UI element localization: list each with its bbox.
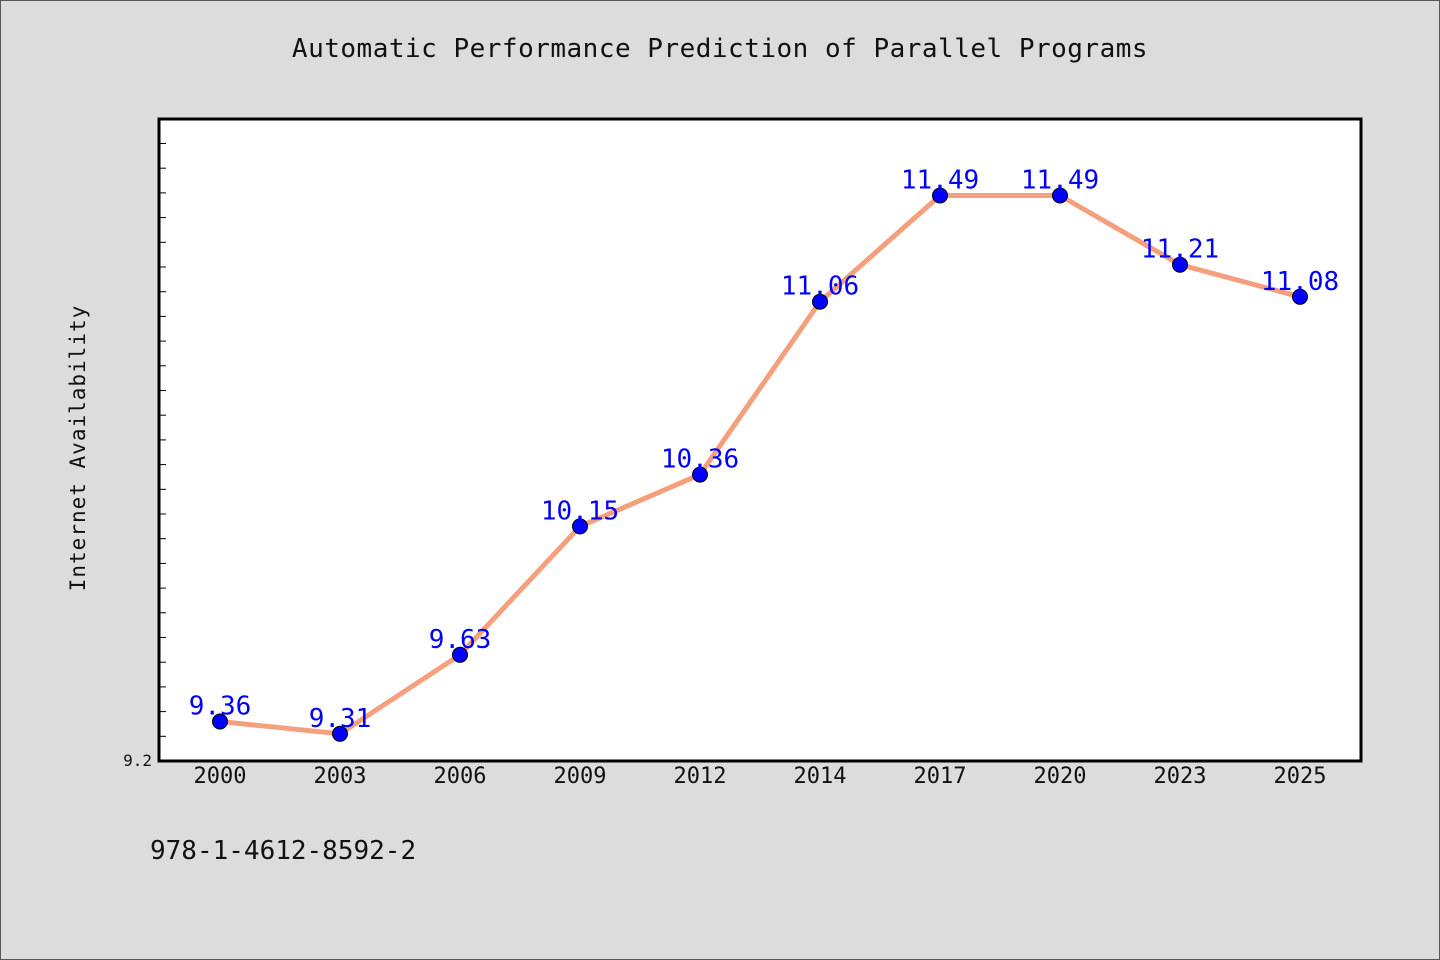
data-point xyxy=(1052,187,1068,204)
y-axis-ticks xyxy=(159,143,166,737)
y-min-tick-label: 9.2 xyxy=(123,751,152,770)
data-label: 11.08 xyxy=(1261,267,1339,297)
data-label: 10.36 xyxy=(661,445,739,475)
data-point xyxy=(812,293,828,310)
data-point xyxy=(1172,256,1188,273)
x-tick-label: 2014 xyxy=(794,764,847,789)
data-label: 10.15 xyxy=(541,496,619,526)
x-tick-label: 2009 xyxy=(554,764,607,789)
data-point xyxy=(692,466,708,483)
data-labels: 9.36 9.31 9.63 10.15 10.36 11.06 11.49 11.49 11.… xyxy=(189,166,1339,734)
series-line xyxy=(217,193,1303,737)
x-axis-ticks: 2000 2003 2006 2009 2012 2014 2017 2020 2023 2025 xyxy=(194,764,1327,789)
x-tick-label: 2003 xyxy=(314,764,367,789)
x-tick-label: 2023 xyxy=(1154,764,1207,789)
data-point xyxy=(1292,288,1308,305)
x-tick-label: 2025 xyxy=(1274,764,1327,789)
plot-area xyxy=(157,117,1363,763)
x-tick-label: 2012 xyxy=(674,764,727,789)
data-point xyxy=(212,713,228,730)
x-tick-label: 2000 xyxy=(194,764,247,789)
data-label: 9.31 xyxy=(309,704,372,734)
data-label: 11.49 xyxy=(1021,166,1099,196)
data-label: 9.63 xyxy=(429,625,492,655)
data-point xyxy=(332,725,348,742)
data-label: 11.21 xyxy=(1141,235,1219,265)
data-label: 11.06 xyxy=(781,272,859,302)
x-tick-label: 2017 xyxy=(914,764,967,789)
x-tick-label: 2020 xyxy=(1034,764,1087,789)
series-markers xyxy=(212,187,1308,742)
data-point xyxy=(572,518,588,535)
data-point xyxy=(932,187,948,204)
x-tick-label: 2006 xyxy=(434,764,487,789)
isbn-text: 978-1-4612-8592-2 xyxy=(150,836,417,866)
data-label: 11.49 xyxy=(901,166,979,196)
chart-title: Automatic Performance Prediction of Para… xyxy=(291,34,1149,64)
data-label: 9.36 xyxy=(189,692,252,722)
data-point xyxy=(452,646,468,663)
